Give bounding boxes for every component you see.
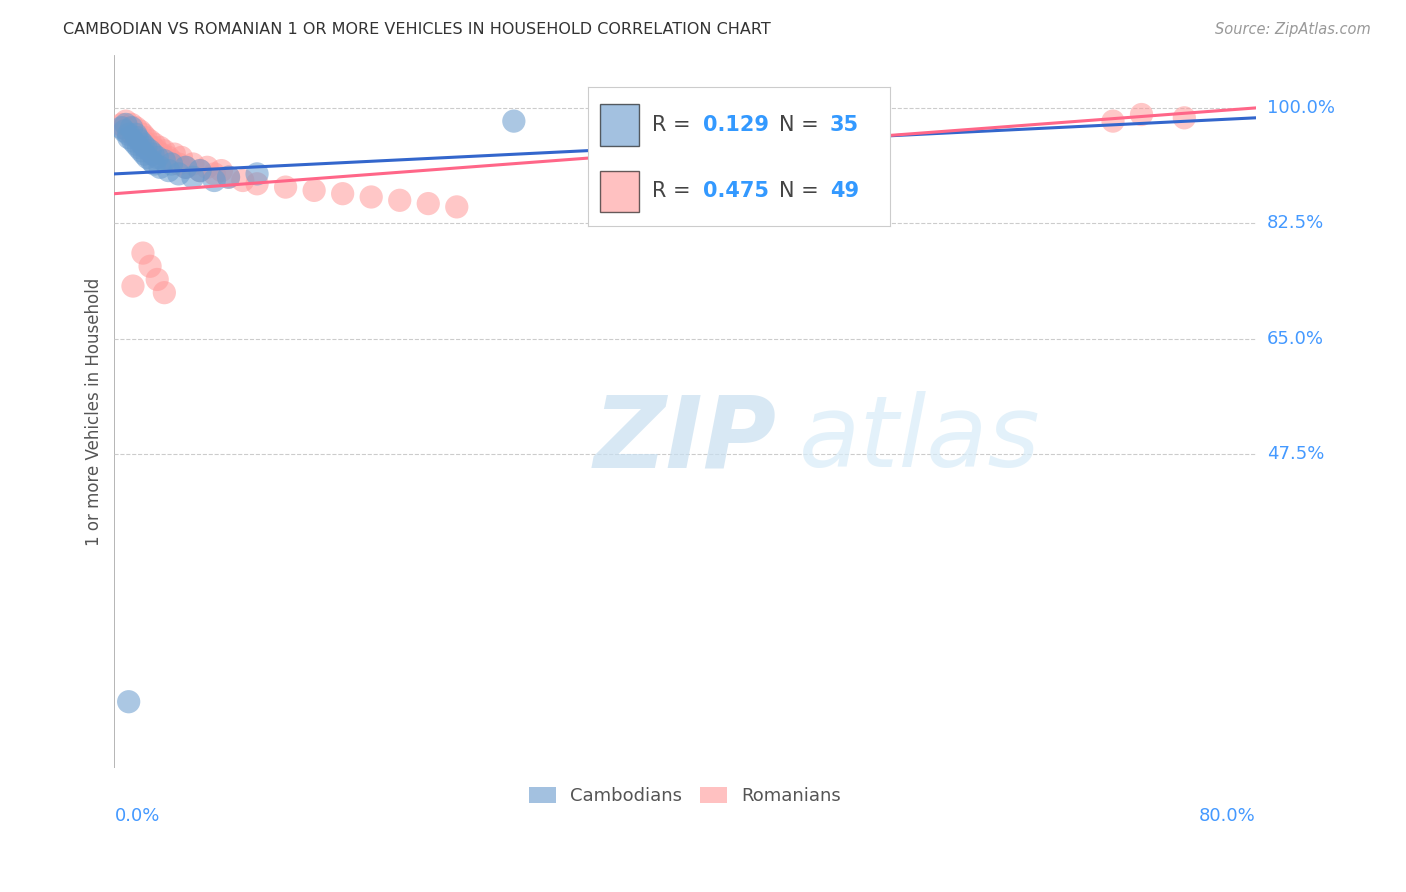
Point xyxy=(132,128,155,142)
Point xyxy=(418,196,440,211)
Point xyxy=(132,246,155,260)
Point xyxy=(202,173,225,187)
Legend: Cambodians, Romanians: Cambodians, Romanians xyxy=(522,780,849,812)
Point xyxy=(153,144,176,158)
Point xyxy=(195,161,218,175)
Point xyxy=(114,114,136,128)
Text: 0.0%: 0.0% xyxy=(114,807,160,825)
Point xyxy=(174,161,197,175)
Point xyxy=(122,128,145,142)
Point xyxy=(143,137,166,152)
Point xyxy=(110,120,132,135)
Point xyxy=(132,137,155,152)
Point xyxy=(122,279,145,293)
Point xyxy=(146,150,169,164)
Point xyxy=(274,180,297,194)
Text: Source: ZipAtlas.com: Source: ZipAtlas.com xyxy=(1215,22,1371,37)
Point xyxy=(146,272,169,286)
Point xyxy=(218,170,240,185)
Point xyxy=(139,144,162,158)
Point xyxy=(136,150,159,164)
Point xyxy=(157,163,180,178)
Point xyxy=(181,157,204,171)
Point xyxy=(160,153,183,168)
Point xyxy=(150,147,173,161)
Point xyxy=(139,134,162,148)
Point xyxy=(153,153,176,168)
Point xyxy=(209,163,232,178)
Point xyxy=(114,117,136,131)
Point xyxy=(142,140,165,154)
Point xyxy=(153,285,176,300)
Point xyxy=(127,130,149,145)
Point xyxy=(121,117,143,131)
Point xyxy=(112,120,135,135)
Point xyxy=(149,140,172,154)
Point xyxy=(170,150,193,164)
Text: 47.5%: 47.5% xyxy=(1267,445,1324,463)
Text: 65.0%: 65.0% xyxy=(1267,330,1324,348)
Text: ZIP: ZIP xyxy=(593,392,776,489)
Point xyxy=(118,695,141,709)
Point xyxy=(129,124,152,138)
Point xyxy=(181,170,204,185)
Point xyxy=(143,157,166,171)
Point xyxy=(188,163,211,178)
Point xyxy=(146,144,169,158)
Point xyxy=(139,260,162,274)
Point xyxy=(125,137,148,152)
Point xyxy=(118,124,141,138)
Point xyxy=(118,128,141,142)
Point xyxy=(160,157,183,171)
Point xyxy=(128,130,150,145)
Point xyxy=(129,134,152,148)
Point xyxy=(134,147,156,161)
Point xyxy=(128,140,150,154)
Point xyxy=(142,147,165,161)
Point xyxy=(135,140,157,154)
Point xyxy=(135,130,157,145)
Point xyxy=(110,117,132,131)
Text: 100.0%: 100.0% xyxy=(1267,99,1334,117)
Point xyxy=(388,194,411,208)
Point xyxy=(1102,114,1125,128)
Point xyxy=(157,150,180,164)
Text: atlas: atlas xyxy=(799,392,1040,489)
Point xyxy=(125,120,148,135)
Point xyxy=(149,161,172,175)
Point xyxy=(131,144,153,158)
Text: CAMBODIAN VS ROMANIAN 1 OR MORE VEHICLES IN HOUSEHOLD CORRELATION CHART: CAMBODIAN VS ROMANIAN 1 OR MORE VEHICLES… xyxy=(63,22,770,37)
Point xyxy=(167,157,190,171)
Point xyxy=(232,173,254,187)
Point xyxy=(1173,111,1195,125)
Point xyxy=(1130,107,1153,121)
Point xyxy=(218,170,240,185)
Point xyxy=(246,167,269,181)
Point xyxy=(302,183,325,197)
Point xyxy=(174,161,197,175)
Point xyxy=(118,130,141,145)
Point xyxy=(332,186,354,201)
Point xyxy=(131,134,153,148)
Point xyxy=(121,120,143,135)
Text: 82.5%: 82.5% xyxy=(1267,214,1324,233)
Point xyxy=(112,124,135,138)
Point xyxy=(246,177,269,191)
Point xyxy=(163,147,186,161)
Point xyxy=(188,163,211,178)
Point xyxy=(167,167,190,181)
Y-axis label: 1 or more Vehicles in Household: 1 or more Vehicles in Household xyxy=(86,277,103,546)
Point xyxy=(125,128,148,142)
Point xyxy=(502,114,524,128)
Text: 80.0%: 80.0% xyxy=(1199,807,1256,825)
Point xyxy=(122,134,145,148)
Point xyxy=(141,153,163,168)
Point xyxy=(446,200,468,214)
Point xyxy=(136,137,159,152)
Point xyxy=(202,167,225,181)
Point xyxy=(360,190,382,204)
